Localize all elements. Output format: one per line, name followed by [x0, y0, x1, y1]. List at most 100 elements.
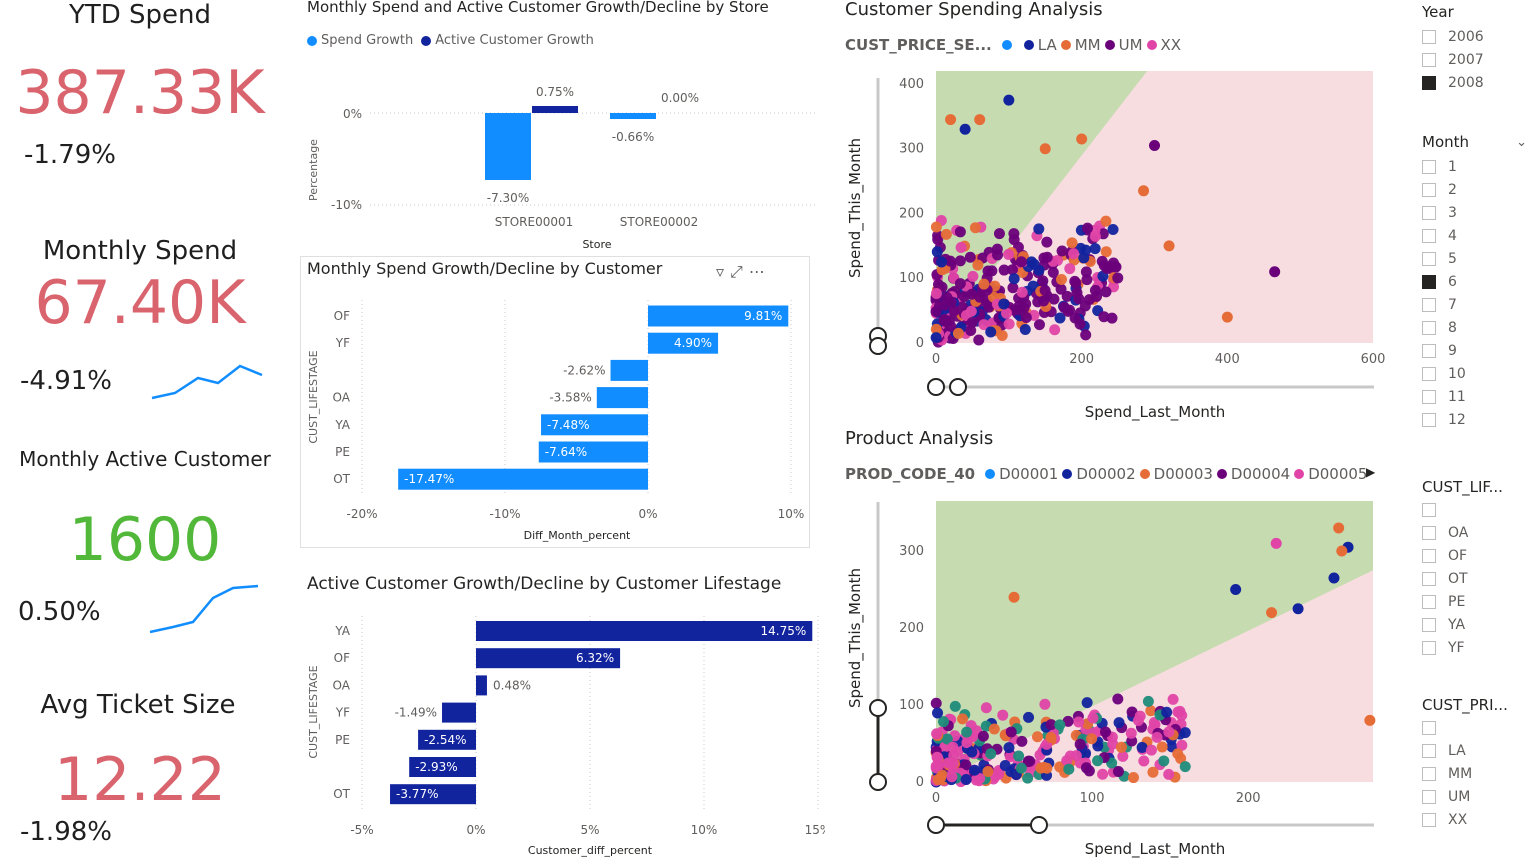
- data-point[interactable]: [1076, 133, 1088, 145]
- bar[interactable]: [648, 332, 719, 354]
- store1-spend-bar[interactable]: [485, 113, 531, 180]
- data-point[interactable]: [1100, 286, 1112, 298]
- data-point[interactable]: [1003, 94, 1015, 106]
- data-point[interactable]: [1117, 750, 1129, 762]
- data-point[interactable]: [1033, 264, 1045, 276]
- data-point[interactable]: [1113, 717, 1125, 729]
- data-point[interactable]: [952, 327, 964, 339]
- data-point[interactable]: [1142, 695, 1154, 707]
- checkbox[interactable]: [1422, 617, 1436, 632]
- data-point[interactable]: [1115, 741, 1127, 753]
- data-point[interactable]: [1008, 591, 1020, 603]
- data-point[interactable]: [1038, 295, 1050, 307]
- bar[interactable]: [409, 757, 476, 777]
- data-point[interactable]: [980, 702, 992, 714]
- data-point[interactable]: [1005, 726, 1017, 738]
- slicer-item[interactable]: OA: [1422, 521, 1527, 544]
- slicer-item[interactable]: 2007: [1422, 48, 1527, 71]
- slicer-item[interactable]: YA: [1422, 613, 1527, 636]
- data-point[interactable]: [930, 697, 942, 709]
- data-point[interactable]: [993, 228, 1005, 240]
- checkbox[interactable]: [1422, 205, 1436, 220]
- data-point[interactable]: [946, 771, 958, 783]
- scatter2-plot[interactable]: Spend_This_Month 0 100 200 300 0 100 200 Spen…: [840, 496, 1385, 860]
- bar[interactable]: [418, 729, 476, 750]
- data-point[interactable]: [1081, 697, 1093, 709]
- scatter1-y-slider[interactable]: [869, 78, 887, 355]
- data-point[interactable]: [1092, 740, 1104, 752]
- data-point[interactable]: [1003, 318, 1015, 330]
- store1-active-bar[interactable]: [532, 106, 578, 113]
- data-point[interactable]: [1089, 243, 1101, 255]
- data-point[interactable]: [931, 728, 943, 740]
- focus-mode-icon[interactable]: ⤢: [730, 262, 743, 281]
- data-point[interactable]: [1045, 719, 1057, 731]
- bar[interactable]: [398, 468, 648, 490]
- spend-customer-bars[interactable]: OF 9.81% YF 4.90% -2.62% OA -3.58% YA -7.48% PE -7…: [333, 305, 789, 490]
- slicer-item[interactable]: 2: [1422, 178, 1527, 201]
- data-point[interactable]: [1037, 275, 1049, 287]
- slicer-item[interactable]: 8: [1422, 316, 1527, 339]
- data-point[interactable]: [1163, 726, 1175, 738]
- legend-next-arrow-icon[interactable]: ▶: [1366, 465, 1376, 479]
- scatter1-legend[interactable]: CUST_PRICE_SE... LA MM UM XX: [845, 36, 1181, 54]
- data-point[interactable]: [1079, 300, 1091, 312]
- data-point[interactable]: [960, 759, 972, 771]
- bar[interactable]: [538, 441, 648, 463]
- data-point[interactable]: [1064, 263, 1076, 275]
- data-point[interactable]: [1163, 240, 1175, 252]
- data-point[interactable]: [1048, 293, 1060, 305]
- data-point[interactable]: [1126, 706, 1138, 718]
- slicer-item[interactable]: 10: [1422, 362, 1527, 385]
- data-point[interactable]: [1080, 266, 1092, 278]
- data-point[interactable]: [941, 733, 953, 745]
- data-point[interactable]: [978, 278, 990, 290]
- data-point[interactable]: [1041, 236, 1053, 248]
- checkbox[interactable]: [1422, 812, 1436, 827]
- checkbox[interactable]: [1422, 502, 1436, 517]
- checkbox[interactable]: [1422, 320, 1436, 335]
- checkbox[interactable]: [1422, 789, 1436, 804]
- checkbox[interactable]: [1422, 640, 1436, 655]
- data-point[interactable]: [1004, 751, 1016, 763]
- data-point[interactable]: [986, 265, 998, 277]
- checkbox[interactable]: [1422, 343, 1436, 358]
- data-point[interactable]: [1080, 762, 1092, 774]
- data-point[interactable]: [960, 773, 972, 785]
- data-point[interactable]: [1049, 324, 1061, 336]
- data-point[interactable]: [1096, 255, 1108, 267]
- data-point[interactable]: [933, 759, 945, 771]
- data-point[interactable]: [930, 323, 942, 335]
- data-point[interactable]: [965, 305, 977, 317]
- data-point[interactable]: [961, 737, 973, 749]
- checkbox[interactable]: [1422, 594, 1436, 609]
- data-point[interactable]: [954, 226, 966, 238]
- data-point[interactable]: [1112, 272, 1124, 284]
- checkbox[interactable]: [1422, 29, 1436, 44]
- data-point[interactable]: [954, 278, 966, 290]
- data-point[interactable]: [1087, 712, 1099, 724]
- data-point[interactable]: [932, 774, 944, 786]
- data-point[interactable]: [1058, 301, 1070, 313]
- data-point[interactable]: [1007, 282, 1019, 294]
- data-point[interactable]: [1158, 755, 1170, 767]
- data-point[interactable]: [938, 314, 950, 326]
- bar[interactable]: [442, 702, 476, 723]
- slicer-item[interactable]: 2008: [1422, 71, 1527, 94]
- slicer-item[interactable]: 1: [1422, 155, 1527, 178]
- data-point[interactable]: [947, 741, 959, 753]
- data-point[interactable]: [1078, 252, 1090, 264]
- data-point[interactable]: [1270, 537, 1282, 549]
- data-point[interactable]: [1003, 742, 1015, 754]
- data-point[interactable]: [1107, 738, 1119, 750]
- data-point[interactable]: [1063, 763, 1075, 775]
- data-point[interactable]: [1022, 772, 1034, 784]
- data-point[interactable]: [959, 123, 971, 135]
- data-point[interactable]: [930, 305, 942, 317]
- data-point[interactable]: [940, 228, 952, 240]
- checkbox[interactable]: [1422, 297, 1436, 312]
- scatter1-x-slider[interactable]: [927, 378, 1374, 396]
- data-point[interactable]: [1074, 738, 1086, 750]
- scatter2-y-slider[interactable]: [869, 502, 887, 791]
- store-chart-legend[interactable]: Spend Growth Active Customer Growth: [307, 33, 594, 48]
